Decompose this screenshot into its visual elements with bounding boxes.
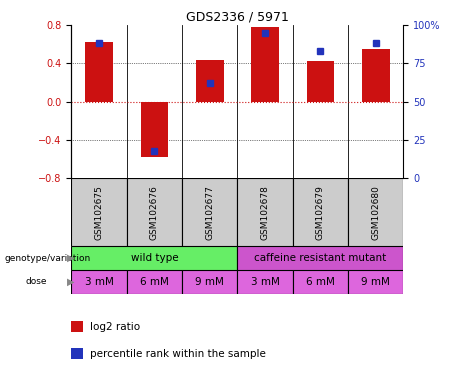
Text: 3 mM: 3 mM: [251, 277, 279, 287]
Text: GSM102679: GSM102679: [316, 185, 325, 240]
Bar: [71, 270, 127, 294]
Bar: [348, 178, 403, 246]
Title: GDS2336 / 5971: GDS2336 / 5971: [186, 11, 289, 24]
Text: 6 mM: 6 mM: [140, 277, 169, 287]
Bar: [85, 42, 113, 101]
Text: GSM102675: GSM102675: [95, 185, 104, 240]
Text: percentile rank within the sample: percentile rank within the sample: [90, 349, 266, 359]
Bar: [362, 49, 390, 101]
Text: wild type: wild type: [130, 253, 178, 263]
Text: log2 ratio: log2 ratio: [90, 322, 140, 332]
Bar: [71, 246, 237, 270]
Text: dose: dose: [25, 277, 47, 286]
Bar: [182, 178, 237, 246]
Bar: [182, 270, 237, 294]
Text: 3 mM: 3 mM: [85, 277, 113, 287]
Bar: [141, 101, 168, 157]
Bar: [196, 60, 224, 101]
Bar: [237, 178, 293, 246]
Text: GSM102676: GSM102676: [150, 185, 159, 240]
Bar: [293, 270, 348, 294]
Text: genotype/variation: genotype/variation: [5, 253, 91, 263]
Text: GSM102680: GSM102680: [371, 185, 380, 240]
Bar: [127, 178, 182, 246]
Text: 9 mM: 9 mM: [195, 277, 224, 287]
Bar: [237, 270, 293, 294]
Bar: [71, 178, 127, 246]
Text: 9 mM: 9 mM: [361, 277, 390, 287]
Text: ▶: ▶: [67, 253, 74, 263]
Bar: [293, 178, 348, 246]
Text: caffeine resistant mutant: caffeine resistant mutant: [254, 253, 386, 263]
Text: 6 mM: 6 mM: [306, 277, 335, 287]
Bar: [127, 270, 182, 294]
Bar: [237, 246, 403, 270]
Text: GSM102678: GSM102678: [260, 185, 270, 240]
Bar: [307, 61, 334, 101]
Bar: [348, 270, 403, 294]
Text: ▶: ▶: [67, 277, 74, 287]
Text: GSM102677: GSM102677: [205, 185, 214, 240]
Bar: [251, 27, 279, 101]
